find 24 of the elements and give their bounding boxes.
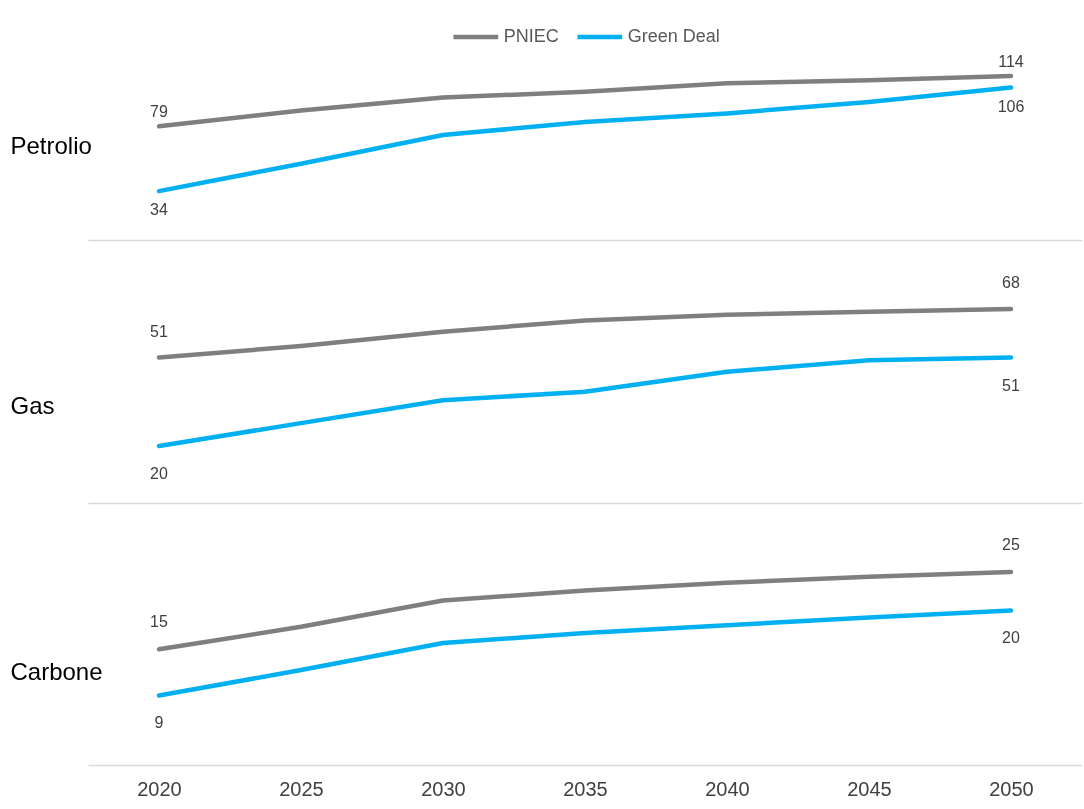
x-tick-label: 2050 (989, 777, 1034, 800)
data-label: 20 (1002, 628, 1020, 646)
data-label: 68 (1002, 274, 1020, 291)
data-label: 9 (154, 713, 164, 731)
data-label: 106 (997, 97, 1025, 115)
legend-label: PNIEC (503, 26, 559, 46)
y-axis-title: Gas (10, 391, 55, 419)
x-tick-label: 2025 (279, 777, 324, 800)
x-tick-label: 2030 (421, 777, 466, 800)
data-label: 20 (150, 464, 168, 482)
data-label: 79 (150, 103, 168, 121)
x-tick-label: 2035 (563, 777, 608, 800)
data-label: 51 (1002, 376, 1020, 394)
data-label: 34 (150, 201, 168, 219)
data-label: 51 (150, 322, 168, 340)
x-tick-label: 2045 (847, 777, 892, 800)
legend-label: Green Deal (627, 26, 720, 46)
data-label: 15 (150, 613, 168, 631)
y-axis-title: Petrolio (10, 132, 92, 160)
x-tick-label: 2040 (705, 777, 750, 800)
data-label: 114 (998, 53, 1024, 70)
data-label: 25 (1002, 536, 1020, 553)
y-axis-title: Carbone (10, 657, 103, 685)
x-tick-label: 2020 (137, 777, 182, 800)
